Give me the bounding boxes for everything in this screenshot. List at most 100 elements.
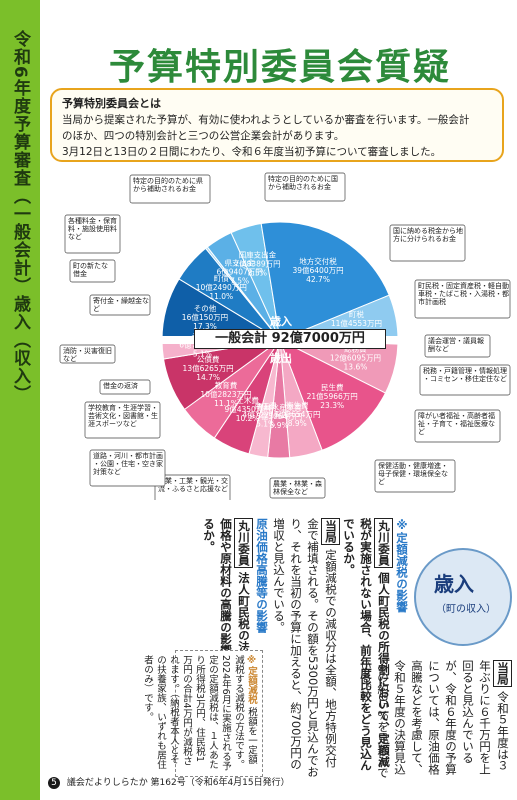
callout-text-b1-0: 特定の目的のために県: [133, 176, 203, 185]
expenditure-label-8-2: 14.7%: [196, 373, 220, 382]
note-heading: ※定額減税: [246, 655, 257, 704]
callout-box-b8: [424, 334, 491, 358]
expenditure-label-3-1: 8億2654万円: [274, 409, 320, 419]
expenditure-label-4-1: 5億5064万円: [256, 411, 302, 421]
question-tag-1: 丸川委員: [374, 518, 393, 568]
question-tag-2: 丸川委員: [234, 518, 253, 568]
answer-tag-1: 当局: [321, 518, 340, 545]
revenue-label-1-1: 11億4553万円: [331, 318, 382, 328]
info-box: 予算特別委員会とは 当局から提案された予算が、有効に使われようとしているか審査を…: [50, 88, 504, 162]
revenue-label-3-2: 8.5%: [248, 268, 267, 277]
callout-text-b5-2: など: [68, 233, 82, 241]
article-col-1: 当局 令和５年度は３年ぶりに６千万円を上回ると見込んでいるが、令和６年度の予算に…: [342, 660, 512, 780]
revenue-label-6-2: 17.3%: [193, 322, 217, 331]
callout-text-b3-0: 国に納める税金から地: [393, 226, 463, 235]
revenue-label: 歳入: [270, 315, 292, 328]
callout-text-b5-0: 各種料金・保育: [68, 216, 117, 225]
callout-text-b11-0: 保健活動・健康増進・: [378, 461, 448, 470]
callout-text-b15-0: 学校教育・生涯学習・: [88, 403, 158, 412]
callout-text-b14-1: ・公園・住宅・空き家: [93, 459, 163, 468]
expenditure-label-9-2: 5.1%: [193, 349, 212, 358]
expenditure-label-7-2: 11.1%: [214, 399, 238, 408]
expenditure-label-5-2: 5.1%: [256, 420, 275, 429]
chart-title: 一般会計 92億7000万円: [194, 329, 386, 349]
question-1: 個人町民税の所得割において、定額減税が実施されない場合、前年度比較をどう見込んで…: [342, 518, 391, 771]
revenue-label-4-0: 町債: [214, 273, 229, 283]
expenditure-label-2-0: 民生費: [321, 382, 344, 392]
revenue-label-2-0: 県支出金: [225, 257, 255, 267]
callout-box-b15: [84, 401, 161, 439]
callout-text-b15-2: 涯スポーツなど: [88, 419, 137, 428]
revenue-badge-sub: （町の収入）: [436, 604, 496, 615]
callout-box-b14: [89, 449, 166, 487]
info-line-1: 当局から提案された予算が、有効に使われようとしているか審査を行います。一般会計: [62, 114, 470, 126]
callout-text-b10-1: 祉・子育て・福祉医療な: [418, 419, 495, 428]
callout-box-b16: [99, 379, 151, 395]
expenditure-label-4-2: 5.9%: [270, 421, 289, 430]
callout-text-b11-1: 母子保健・環境保全な: [378, 469, 448, 478]
expenditure-label-4-0: 農林水産業費: [257, 402, 302, 412]
expenditure-label-3-0: 衛生費: [286, 400, 309, 410]
revenue-label-4-1: 10億2490万円: [196, 282, 247, 292]
answer-tag: 当局: [493, 660, 512, 687]
callout-text-b16-0: 借金の返済: [103, 381, 138, 390]
callout-box-b17: [59, 344, 116, 364]
expenditure-label-6-0: 土木費: [236, 395, 259, 405]
expenditure-label-7-1: 10億2823万円: [200, 389, 251, 399]
callout-text-b4-2: 市計画税: [418, 297, 446, 306]
callout-box-b9: [419, 364, 511, 396]
page-number: 5: [48, 777, 60, 789]
callout-text-b7-0: 寄付金・繰越金な: [93, 296, 149, 305]
callout-box-b12: [269, 477, 326, 499]
callout-text-b15-1: 芸術文化・図書館・生: [88, 411, 158, 420]
sidebar: 令和6年度予算審査（一般会計）歳入（収入）: [0, 0, 40, 800]
callout-text-b14-0: 道路・河川・都市計画: [93, 451, 163, 460]
revenue-badge: 歳入 （町の収入）: [414, 548, 512, 646]
callout-text-b11-2: ど: [378, 478, 385, 486]
callout-box-b1: [129, 174, 211, 204]
expenditure-label-6-2: 10.2%: [236, 414, 260, 423]
expenditure-label-2-2: 23.3%: [320, 401, 344, 410]
expenditure-label-5-1: 4億7221万円: [242, 410, 288, 420]
revenue-label-0-2: 42.7%: [306, 275, 330, 284]
callout-text-b1-1: から補助されるお金: [133, 184, 196, 193]
callout-text-b14-2: 対策など: [93, 467, 121, 476]
info-line-2: のほか、四つの特別会計と三つの公営企業会計があります。: [62, 130, 345, 142]
revenue-label-3-0: 国庫支出金: [239, 249, 277, 259]
info-line-3: 3月12日と13日の２日間にわたり、令和６年度当初予算について審査しました。: [62, 146, 442, 158]
callout-text-b12-0: 農業・林業・森: [273, 479, 322, 488]
expenditure-label-1-2: 13.6%: [344, 362, 368, 371]
callout-text-b6-0: 町の新たな: [73, 261, 108, 270]
revenue-label-2-1: 6億9407万円: [216, 266, 262, 276]
callout-text-b7-1: ど: [93, 305, 100, 313]
expenditure-label-1-1: 12億6095万円: [330, 352, 381, 362]
expenditure-label-5-0: 商工費: [254, 401, 277, 411]
callout-text-b3-1: 方に分けられるお金: [393, 234, 456, 243]
callout-text-b10-2: ど: [418, 428, 425, 436]
info-heading: 予算特別委員会とは: [62, 97, 161, 110]
expenditure-label-3-2: 8.9%: [288, 419, 307, 428]
revenue-slice-0: [260, 221, 390, 341]
note-box: ※定額減税 税額を一定額減税する減税の方法です。2024年6月に実施される予定の…: [142, 650, 263, 777]
heading-teigaku: ※定額減税の影響: [395, 518, 409, 613]
expenditure-label-2-1: 21億5966万円: [307, 391, 358, 401]
expenditure-slice-2: [279, 338, 387, 451]
expenditure-label-6-1: 9億4350万円: [224, 404, 270, 414]
callout-box-b13: [154, 474, 231, 500]
callout-text-b4-0: 町民税・固定資産税・軽自動: [418, 281, 509, 290]
callout-text-b10-0: 障がい者福祉・高齢者福: [418, 411, 495, 420]
callout-text-b8-0: 議会運営・議員報: [428, 336, 484, 345]
footer-text: 議会だよりしらたか 第162号（令和6年4月15日発行）: [66, 778, 290, 788]
note-text: 税額を一定額減税する減税の方法です。2024年6月に実施される予定の定額減税は、…: [142, 655, 257, 771]
callout-text-b6-1: 借金: [73, 269, 87, 278]
revenue-label-1-0: 町税: [349, 309, 364, 319]
callout-box-b2: [264, 172, 346, 202]
callout-box-b3: [389, 224, 466, 262]
expenditure-label: 歳出: [270, 352, 292, 365]
callout-box-b5: [64, 214, 121, 254]
callout-text-b4-1: 車税・たばこ税・入湯税・都: [418, 289, 509, 298]
answer-1: 定額減税での減収分は全額、地方特例交付金で補填される。その額を5300万円と見込…: [272, 518, 338, 778]
revenue-label-3-1: 7億8389万円: [234, 258, 280, 268]
callout-text-b17-0: 消防・災害復旧: [63, 346, 112, 355]
